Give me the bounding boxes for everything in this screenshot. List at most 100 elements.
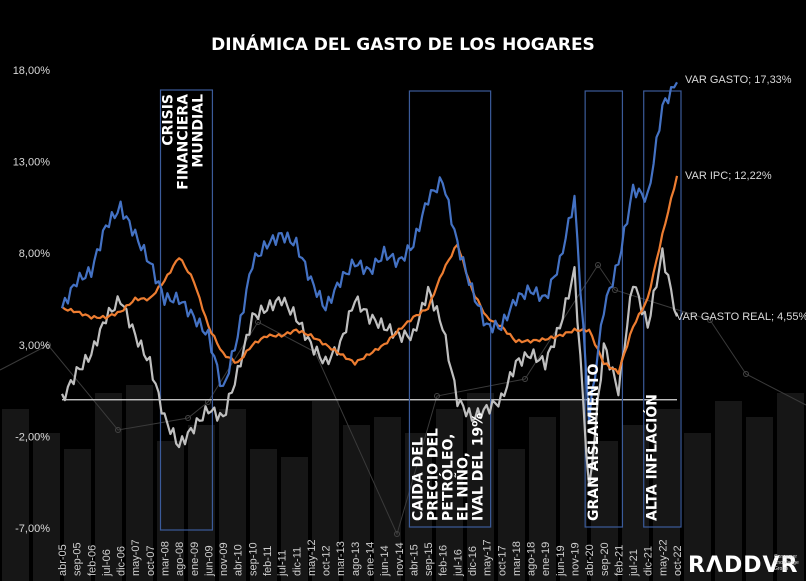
x-tick-label: feb-16 xyxy=(438,545,450,576)
annotation-label: PETRÓLEO, xyxy=(438,434,456,521)
background-bar xyxy=(653,409,680,581)
series-line-var-gasto xyxy=(60,81,678,424)
x-tick-label: ago-13 xyxy=(350,542,362,576)
background-bar xyxy=(560,401,587,581)
x-tick-label: may-17 xyxy=(482,539,494,576)
trend-marker xyxy=(394,531,400,537)
x-tick-label: jul-16 xyxy=(452,549,464,577)
background-bar xyxy=(64,449,91,581)
trend-marker xyxy=(707,317,713,323)
x-tick-label: sep-05 xyxy=(72,542,84,576)
x-axis: abr-05 sep-05 feb-06 jul-06 dic-06 may-07 oct-… xyxy=(57,539,684,577)
trend-marker xyxy=(185,415,191,421)
x-tick-label: jun-14 xyxy=(379,545,391,577)
background-bar xyxy=(157,441,184,581)
background-bar xyxy=(343,425,370,581)
annotation-label: FINANCIERA xyxy=(176,94,192,190)
end-label-var-gasto: VAR GASTO; 17,33% xyxy=(685,74,792,86)
x-tick-label: sep-20 xyxy=(599,542,611,576)
background-bar xyxy=(622,425,649,581)
end-label-var-gasto-real: VAR GASTO REAL; 4,55% xyxy=(676,311,806,323)
background-bar xyxy=(33,433,60,581)
annotation-box xyxy=(584,90,624,528)
x-tick-label: feb-21 xyxy=(613,545,625,576)
background-bar xyxy=(219,409,246,581)
x-tick-label: oct-22 xyxy=(672,545,684,576)
annotation-label: CAIDA DEL xyxy=(410,437,426,521)
logo-sub-line-3: Group xyxy=(774,566,788,572)
x-tick-label: nov-14 xyxy=(394,542,406,576)
annotation-label: IVAL DEL 19% xyxy=(470,413,486,521)
background-bar xyxy=(126,385,153,581)
annotation-label: GRAN AISLAMIENTO xyxy=(586,363,602,521)
background-bar xyxy=(746,417,773,581)
x-tick-label: sep-15 xyxy=(423,542,435,576)
background-bar xyxy=(188,425,215,581)
annotation-label: ALTA INFLACIÓN xyxy=(643,394,661,521)
x-tick-label: feb-11 xyxy=(262,546,274,576)
x-tick-label: oct-07 xyxy=(145,545,157,576)
x-tick-label: jul-21 xyxy=(628,549,640,577)
x-tick-label: jun-09 xyxy=(203,545,215,577)
background-bar xyxy=(374,417,401,581)
x-tick-label: nov-19 xyxy=(570,542,582,576)
background-bar xyxy=(2,409,29,581)
background-bar xyxy=(591,441,618,581)
x-tick-label: may-12 xyxy=(306,539,318,576)
trend-marker xyxy=(434,393,440,399)
x-tick-label: jul-11 xyxy=(277,550,289,577)
x-tick-label: nov-09 xyxy=(218,542,230,576)
x-tick-label: may-22 xyxy=(657,539,669,576)
trend-marker xyxy=(522,376,528,382)
x-tick-label: oct-12 xyxy=(321,545,333,576)
background-trend-line xyxy=(0,262,806,537)
background-bar xyxy=(684,433,711,581)
background-bar xyxy=(467,393,494,581)
x-tick-label: ene-09 xyxy=(189,542,201,576)
trend-marker xyxy=(612,287,618,293)
y-tick-label: -2,00% xyxy=(15,431,50,443)
x-tick-label: ago-08 xyxy=(174,542,186,576)
chart-title: DINÁMICA DEL GASTO DE LOS HOGARES xyxy=(211,33,595,55)
background-bars xyxy=(2,385,804,581)
x-tick-label: feb-06 xyxy=(86,545,98,576)
y-tick-label: 18,00% xyxy=(13,65,51,77)
x-tick-label: abr-15 xyxy=(408,544,420,576)
y-tick-label: 3,00% xyxy=(19,340,50,352)
x-tick-label: dic-11 xyxy=(291,547,303,576)
annotation-box xyxy=(159,89,214,531)
x-tick-label: dic-16 xyxy=(467,546,479,576)
y-tick-label: -7,00% xyxy=(15,523,50,535)
background-bar xyxy=(250,449,277,581)
x-tick-label: dic-06 xyxy=(116,546,128,576)
background-bar xyxy=(777,393,804,581)
x-tick-label: abr-10 xyxy=(233,544,245,576)
x-tick-label: dic-21 xyxy=(643,546,655,576)
trend-marker xyxy=(743,371,749,377)
background-bar xyxy=(281,457,308,581)
x-tick-label: abr-20 xyxy=(584,544,596,576)
annotation-box xyxy=(408,90,492,528)
series-lines xyxy=(60,81,679,487)
annotation-texts: CRISIS FINANCIERA MUNDIAL CAIDA DEL PRECIO D… xyxy=(161,94,661,521)
series-line-var-ipc xyxy=(61,175,679,375)
annotation-label: CRISIS xyxy=(161,94,177,146)
x-tick-label: ene-14 xyxy=(365,542,377,576)
background-bar xyxy=(715,401,742,581)
background-bar xyxy=(436,409,463,581)
logo-sub-line-2: Knowledge xyxy=(774,560,799,566)
annotation-label: MUNDIAL xyxy=(191,94,207,168)
background-bar xyxy=(95,393,122,581)
x-tick-label: abr-05 xyxy=(57,544,69,576)
trend-line xyxy=(0,264,806,536)
trend-marker xyxy=(45,342,51,348)
background-bar xyxy=(498,449,525,581)
x-tick-label: oct-17 xyxy=(496,545,508,576)
x-tick-label: ene-19 xyxy=(540,542,552,576)
y-tick-label: 13,00% xyxy=(13,157,51,169)
background-bar xyxy=(312,401,339,581)
series-line-var-gasto-real xyxy=(61,247,679,487)
trend-marker xyxy=(115,427,121,433)
x-tick-label: sep-10 xyxy=(247,542,259,576)
logo-text: RΛDDVR xyxy=(688,553,798,578)
